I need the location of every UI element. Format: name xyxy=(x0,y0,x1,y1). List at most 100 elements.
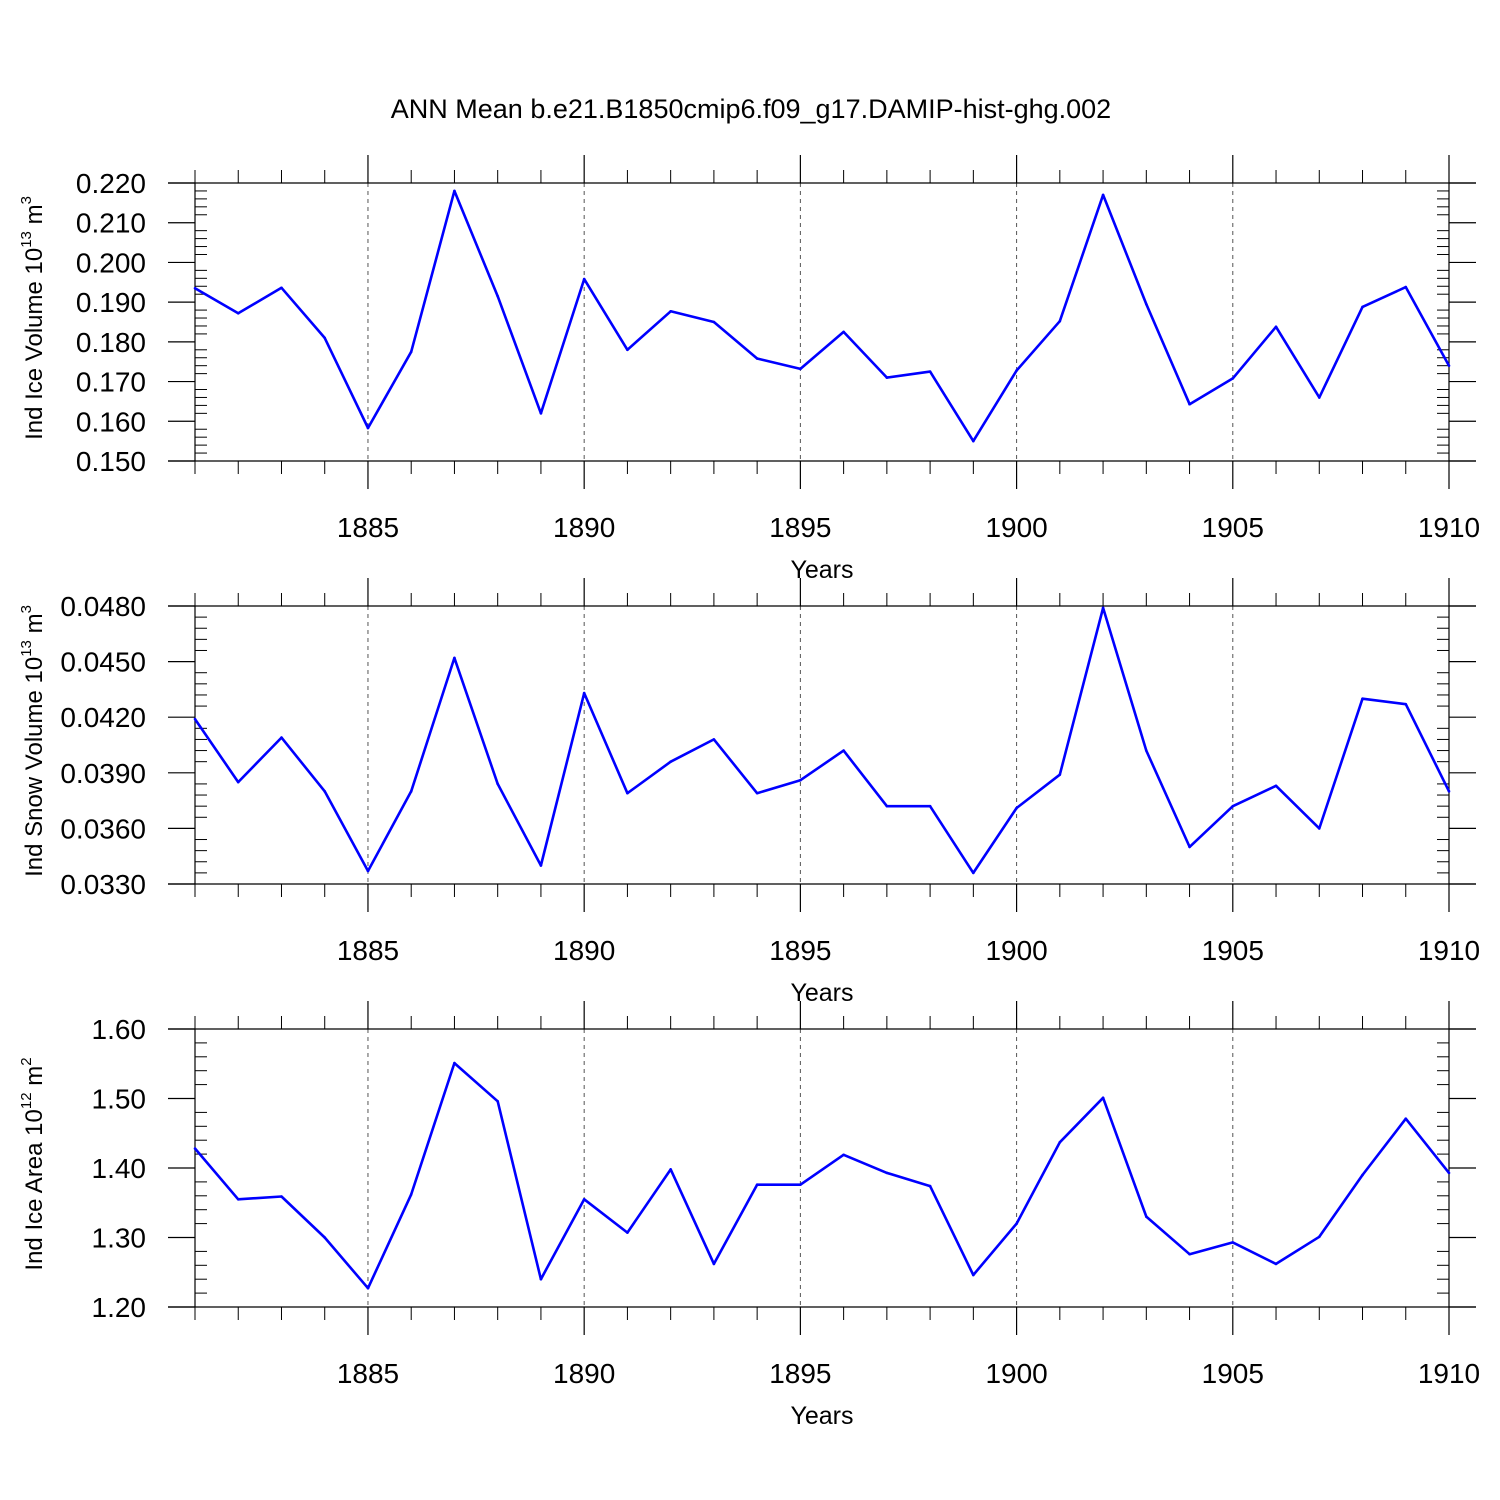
y-axis-label-unit: m xyxy=(21,1066,48,1093)
data-point xyxy=(1447,790,1451,793)
data-point xyxy=(1274,325,1278,329)
data-point xyxy=(1101,1096,1105,1100)
data-point xyxy=(712,320,716,324)
data-point xyxy=(280,286,283,290)
data-point xyxy=(1361,305,1364,309)
data-point xyxy=(799,778,802,782)
y-axis-label-unit: m xyxy=(21,613,48,640)
x-tick-label: 1885 xyxy=(337,1358,399,1389)
data-point xyxy=(366,426,370,430)
data-point xyxy=(1015,369,1018,372)
data-point xyxy=(582,691,586,695)
data-point xyxy=(496,1099,499,1103)
y-axis-label-text: Ind Ice Area 10 xyxy=(21,1109,48,1270)
x-axis-label: Years xyxy=(790,1402,853,1430)
data-point xyxy=(496,782,499,786)
data-point xyxy=(1058,319,1062,323)
data-point xyxy=(1058,1140,1062,1144)
chart-panel-3: 1.20 1.30 1.40 1.50 1.60 1885 1890 1895 1900 1905… xyxy=(18,1001,1480,1430)
data-point xyxy=(885,376,889,379)
data-point xyxy=(539,412,543,415)
data-point xyxy=(928,370,932,373)
data-point xyxy=(755,1183,759,1186)
data-point xyxy=(842,1153,845,1157)
data-point xyxy=(409,350,413,354)
data-point xyxy=(582,277,586,281)
data-point xyxy=(1015,806,1018,810)
y-tick-label: 0.180 xyxy=(76,327,146,358)
data-point xyxy=(928,1184,932,1188)
y-axis-label-unit: m xyxy=(21,204,48,231)
data-point xyxy=(1101,606,1105,610)
y-axis-label-exponent: 12 xyxy=(18,1092,35,1109)
x-tick-label: 1885 xyxy=(337,512,399,543)
data-point xyxy=(539,864,543,867)
data-point xyxy=(539,1277,543,1281)
data-point xyxy=(280,1195,283,1198)
data-point xyxy=(366,869,370,873)
data-point xyxy=(972,871,975,875)
x-tick-label: 1890 xyxy=(553,1358,615,1389)
data-point xyxy=(1145,1215,1148,1218)
data-point xyxy=(972,439,975,443)
series-line xyxy=(194,1061,1451,1290)
data-point xyxy=(236,1197,240,1201)
data-point xyxy=(626,791,629,795)
data-point xyxy=(582,1197,586,1201)
y-tick-label: 0.0420 xyxy=(60,702,146,733)
data-point xyxy=(842,330,845,334)
y-tick-label: 0.0330 xyxy=(60,869,146,900)
y-tick-label: 0.170 xyxy=(76,367,146,398)
data-point xyxy=(1231,377,1235,380)
data-point xyxy=(1231,1241,1235,1244)
y-axis-label: Ind Ice Volume 1013 m3 xyxy=(18,196,48,440)
data-point xyxy=(799,367,802,371)
data-point xyxy=(1231,804,1235,808)
y-tick-label: 1.50 xyxy=(92,1084,147,1115)
x-tick-label: 1905 xyxy=(1202,1358,1264,1389)
data-point xyxy=(366,1286,370,1290)
data-point xyxy=(1145,302,1148,306)
data-point xyxy=(409,790,413,793)
x-tick-label: 1910 xyxy=(1418,1358,1480,1389)
data-point xyxy=(453,656,456,660)
y-tick-label: 0.200 xyxy=(76,247,146,278)
data-point xyxy=(323,336,327,340)
y-tick-label: 0.150 xyxy=(76,446,146,477)
data-point xyxy=(712,1262,716,1266)
data-point xyxy=(1317,1235,1321,1239)
data-point xyxy=(1447,364,1451,367)
x-tick-label: 1885 xyxy=(337,935,399,966)
y-axis-label-unit-exponent: 3 xyxy=(18,605,35,613)
series-line xyxy=(194,189,1451,443)
data-point xyxy=(1361,1173,1364,1177)
y-tick-label: 0.0390 xyxy=(60,758,146,789)
data-point xyxy=(1145,749,1148,752)
data-point xyxy=(972,1273,975,1277)
data-point xyxy=(626,1231,629,1234)
data-point xyxy=(1188,845,1191,849)
data-point xyxy=(885,1171,889,1175)
data-point xyxy=(409,1193,413,1196)
data-point xyxy=(1404,285,1408,289)
data-point xyxy=(799,1183,802,1186)
data-point xyxy=(1447,1171,1451,1175)
data-point xyxy=(1361,697,1364,700)
data-point xyxy=(323,1236,327,1239)
y-tick-label: 0.160 xyxy=(76,406,146,437)
y-axis-label: Ind Ice Area 1012 m2 xyxy=(18,1057,48,1270)
y-tick-label: 0.0450 xyxy=(60,647,146,678)
data-point xyxy=(1188,402,1191,406)
y-axis-label-unit-exponent: 2 xyxy=(18,1057,35,1065)
x-tick-label: 1910 xyxy=(1418,512,1480,543)
data-point xyxy=(193,286,197,290)
y-tick-label: 0.0480 xyxy=(60,591,146,622)
x-tick-label: 1900 xyxy=(985,1358,1047,1389)
data-point xyxy=(755,357,759,360)
panels: 0.150 0.160 0.170 0.180 0.190 0.200 0.210 0.220… xyxy=(18,155,1480,1430)
x-tick-label: 1895 xyxy=(769,512,831,543)
x-tick-label: 1890 xyxy=(553,935,615,966)
figure-title: ANN Mean b.e21.B1850cmip6.f09_g17.DAMIP-… xyxy=(391,94,1111,124)
x-tick-label: 1900 xyxy=(985,935,1047,966)
data-point xyxy=(669,1168,672,1171)
